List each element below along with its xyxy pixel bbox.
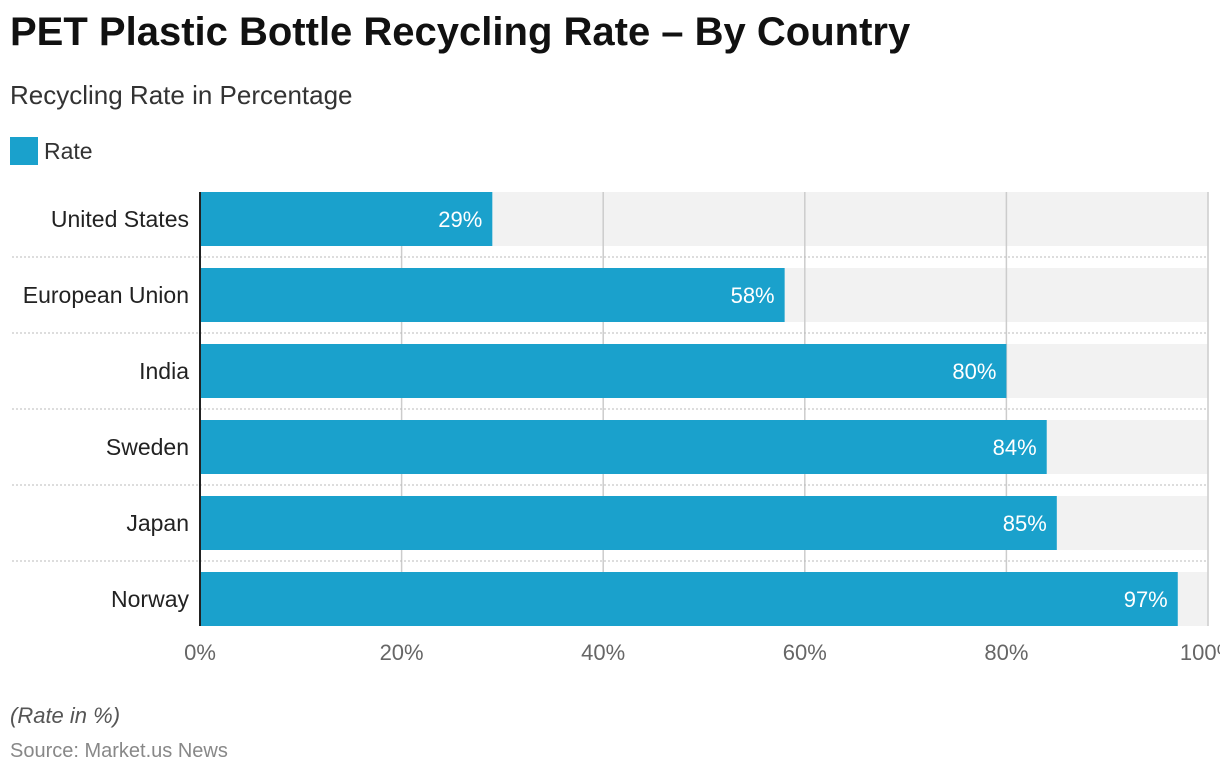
legend-label-rate: Rate [44,137,93,164]
data-label: 29% [438,207,482,232]
x-tick-label: 80% [984,640,1028,665]
category-label: European Union [23,282,189,308]
x-tick-label: 40% [581,640,625,665]
bar [200,496,1057,550]
category-label: United States [51,206,189,232]
legend: Rate [10,137,93,165]
chart-subtitle: Recycling Rate in Percentage [10,80,353,110]
category-label: Norway [111,586,189,612]
data-label: 58% [731,283,775,308]
chart-title: PET Plastic Bottle Recycling Rate – By C… [10,10,911,54]
x-tick-label: 60% [783,640,827,665]
data-label: 85% [1003,511,1047,536]
data-label: 84% [993,435,1037,460]
category-label: India [139,358,189,384]
bar [200,420,1047,474]
source-credit: Source: Market.us News [10,740,228,762]
x-tick-label: 20% [380,640,424,665]
legend-swatch-rate [10,137,38,165]
data-label: 80% [952,359,996,384]
bar [200,344,1007,398]
category-label: Japan [126,510,189,536]
data-label: 97% [1124,587,1168,612]
bar [200,192,493,246]
x-tick-label: 0% [184,640,216,665]
x-tick-label: 100% [1180,640,1220,665]
footnote: (Rate in %) [10,703,121,728]
bar [200,572,1178,626]
bar [200,268,785,322]
category-label: Sweden [106,434,189,460]
